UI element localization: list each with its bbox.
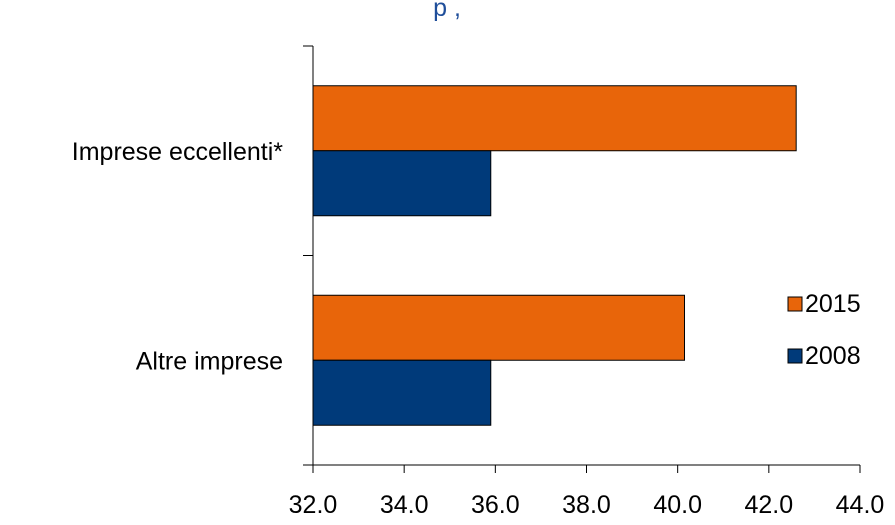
- x-tick-label: 32.0: [289, 491, 338, 519]
- x-tick-label: 36.0: [471, 491, 520, 519]
- legend-label-2008: 2008: [805, 342, 861, 370]
- x-tick-label: 40.0: [653, 491, 702, 519]
- bar-2008: [312, 359, 492, 426]
- category-label: Altre imprese: [136, 347, 283, 375]
- category-label: Imprese eccellenti*: [72, 138, 283, 166]
- legend-swatch-2015: [787, 296, 803, 312]
- x-tick-label: 42.0: [744, 491, 793, 519]
- bar-2008: [312, 150, 492, 217]
- legend: 2015 2008: [787, 290, 861, 370]
- chart-title-fragment: p ,: [433, 0, 461, 22]
- x-tick-label: 44.0: [836, 491, 885, 519]
- bars: [312, 85, 797, 426]
- chart-title-area: p ,: [433, 0, 461, 22]
- labels: 32.0 34.0 36.0 38.0 40.0 42.0 44.0 Imprese ecce…: [72, 138, 885, 519]
- bar-2015: [312, 294, 686, 361]
- bar-2015: [312, 85, 797, 152]
- legend-swatch-2008: [787, 348, 803, 364]
- x-tick-label: 34.0: [380, 491, 429, 519]
- legend-label-2015: 2015: [805, 290, 861, 318]
- x-tick-label: 38.0: [562, 491, 611, 519]
